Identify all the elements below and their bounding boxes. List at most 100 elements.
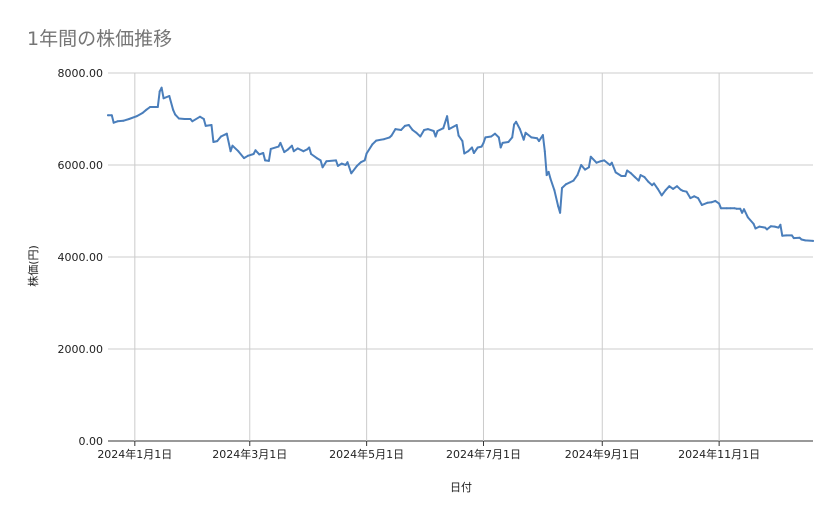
data-point [651,184,654,187]
data-point [122,119,125,122]
data-point [725,207,728,210]
chart-title: 1年間の株価推移 [27,28,173,50]
data-point [549,177,552,180]
data-point [700,204,703,206]
data-point [321,166,324,169]
data-point [426,128,429,131]
data-point [168,95,171,97]
y-tick-label: 4000.00 [58,251,104,264]
data-point [225,132,228,135]
data-point [202,118,205,120]
data-point [689,197,692,200]
data-point [423,129,426,131]
data-point [501,141,504,144]
data-point [279,141,282,144]
data-point [128,118,131,120]
data-point [457,134,460,137]
data-point [599,160,602,163]
data-point [798,236,801,239]
data-point [595,161,598,164]
data-point [220,135,222,138]
data-point [781,234,784,237]
data-point [626,169,629,172]
data-point [310,153,313,155]
data-point [490,135,493,138]
data-point [340,162,343,165]
data-point [630,172,632,175]
data-point [561,187,563,189]
data-point [739,207,742,210]
y-tick-label: 6000.00 [58,159,104,172]
data-point [394,128,397,131]
data-point [545,174,548,177]
data-point [608,164,611,166]
data-point [804,239,807,242]
data-point [448,128,450,131]
data-point [243,157,245,160]
data-point [710,201,713,204]
data-point [668,185,671,188]
data-point [141,112,144,114]
series-line [107,86,814,242]
data-point [530,136,533,139]
data-point [553,189,556,192]
data-point [559,211,562,214]
data-point [754,227,757,230]
data-point [572,179,575,182]
data-point [614,171,617,174]
data-point [471,146,473,149]
data-point [262,152,265,154]
data-point [589,155,592,158]
data-point [264,159,267,162]
data-point [107,114,109,117]
data-point [792,237,795,240]
data-point [800,238,803,241]
data-point [624,175,627,177]
x-tick-label: 2024年1月1日 [97,447,172,461]
data-point [580,164,583,166]
data-point [476,146,479,149]
data-point [432,130,435,132]
data-point [359,161,362,164]
data-point [160,86,163,89]
data-point [664,189,667,192]
data-point [252,153,255,155]
data-point [603,159,606,162]
data-point [515,120,518,123]
data-point [543,150,546,153]
data-point [720,207,722,210]
data-point [283,151,286,154]
data-point [467,150,470,153]
data-point [564,183,567,186]
data-point [697,197,700,200]
data-point [746,216,749,219]
data-point [769,225,772,228]
data-point [210,124,213,126]
data-point [371,143,374,146]
data-point [653,182,655,185]
data-point [758,225,761,228]
data-point [350,172,353,175]
data-point [524,131,527,134]
data-point [112,121,115,124]
data-point [158,90,161,93]
data-point [584,168,586,171]
data-point [463,152,466,155]
data-point [647,180,650,183]
data-point [676,185,678,188]
data-point [302,150,305,153]
data-point [174,113,177,116]
data-point [482,141,485,144]
data-point [116,120,119,123]
data-point [557,205,560,208]
x-tick-label: 2024年7月1日 [446,447,521,461]
y-axis-ticks: 0.00 2000.00 4000.00 6000.00 8000.00 [58,67,104,448]
data-point [415,131,418,134]
data-point [183,118,186,120]
data-point [382,138,385,141]
data-point [633,176,636,178]
data-point [656,187,659,190]
data-point [336,164,339,167]
data-point [522,138,525,141]
